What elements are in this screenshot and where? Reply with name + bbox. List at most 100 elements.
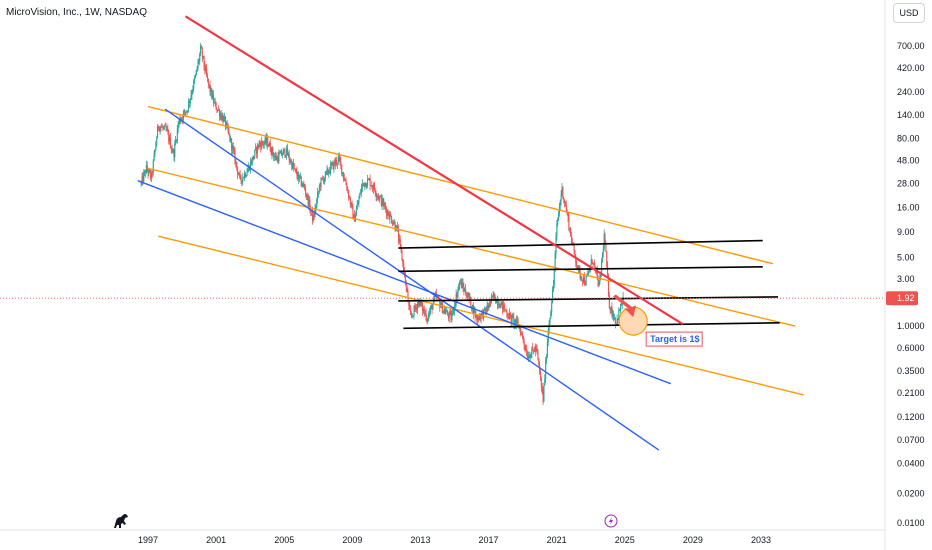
support-line[interactable] (398, 239, 763, 249)
price-axis[interactable]: 700.00 420.00 240.00 140.00 80.00 48.00 28.00 1… (897, 41, 925, 528)
blue-channel-line[interactable] (137, 180, 672, 385)
currency-button[interactable]: USD (893, 3, 925, 23)
candle-body (246, 172, 248, 176)
time-tick-label: 2017 (479, 535, 499, 545)
candle-body (426, 319, 428, 321)
candle-body (454, 304, 456, 307)
target-label-box (645, 331, 703, 347)
candle-body (329, 171, 331, 173)
candle-body (278, 153, 280, 162)
red-trend-line[interactable] (184, 15, 684, 325)
price-tick-label: 0.0700 (897, 435, 925, 445)
price-tick-label: 48.00 (897, 156, 920, 166)
time-tick-label: 2025 (615, 535, 635, 545)
candle-body (333, 161, 335, 170)
candle-body (475, 314, 477, 317)
candle-body (390, 213, 392, 217)
candle-body (521, 333, 523, 335)
candle-body (378, 196, 380, 200)
candle-body (589, 269, 591, 272)
candle-body (570, 228, 572, 236)
candle-body (571, 242, 573, 244)
candle-body (327, 168, 329, 174)
candle-body (382, 198, 384, 206)
target-annotation[interactable]: Target is 1$ (612, 294, 703, 347)
candle-body (237, 167, 239, 175)
candle-body (256, 144, 258, 154)
candle-body (151, 172, 153, 174)
candle-body (564, 203, 567, 206)
drawings-layer[interactable] (137, 15, 804, 451)
candle-body (219, 114, 221, 118)
candle-body (489, 301, 491, 307)
candle-body (525, 349, 527, 350)
candle-body (422, 303, 424, 312)
candle-body (462, 282, 464, 288)
support-line[interactable] (403, 322, 780, 330)
candle-body (491, 295, 493, 297)
candle-body (194, 77, 196, 81)
candle-body (559, 200, 561, 207)
candle-body (552, 284, 554, 291)
candle-body (303, 183, 305, 186)
candle-body (521, 333, 523, 336)
candle-body (228, 131, 230, 135)
candle-body (467, 293, 469, 297)
candle-body (391, 222, 394, 225)
candle-body (496, 299, 499, 306)
candle-body (174, 143, 176, 158)
candle-body (459, 280, 462, 283)
candle-body (399, 238, 401, 245)
candle-body (205, 68, 207, 71)
candle-body (188, 101, 190, 111)
candle-body (556, 223, 558, 237)
candle-body (368, 178, 370, 180)
price-tick-label: 5.00 (897, 252, 915, 262)
candle-body (154, 149, 156, 154)
candle-body (476, 314, 478, 320)
candle-body (490, 301, 492, 303)
candle-body (468, 293, 470, 299)
candle-body (340, 161, 342, 165)
orange-channel-line[interactable] (158, 235, 804, 396)
candle-body (262, 143, 264, 145)
candle-body (576, 265, 579, 269)
candle-body (524, 345, 526, 350)
last-price-badge-bg (886, 291, 918, 306)
candle-body (291, 161, 293, 169)
time-axis[interactable]: 1997 2001 2005 2009 2013 2017 2021 2025 2029 2033 (138, 535, 771, 545)
candle-body (191, 92, 193, 95)
candle-body (406, 286, 408, 292)
tradingview-logo[interactable] (114, 514, 128, 528)
blue-channel-line[interactable] (164, 108, 660, 451)
candle-body (176, 128, 178, 141)
candle-body (610, 306, 612, 311)
events-marker[interactable] (604, 514, 618, 528)
candle-body (534, 346, 536, 353)
candle-body (487, 305, 489, 308)
candle-body (430, 305, 432, 308)
orange-channel-line[interactable] (147, 105, 774, 265)
last-price-badge[interactable]: 1.92 (886, 291, 918, 306)
candle-body (268, 142, 271, 147)
candle-body (620, 303, 622, 306)
candle-body (319, 185, 321, 187)
candle-body (376, 195, 378, 197)
support-line[interactable] (398, 266, 763, 273)
candle-body (370, 185, 372, 187)
candle-body (583, 276, 585, 284)
candle-body (155, 144, 157, 150)
candle-body (142, 176, 144, 182)
candle-body (197, 61, 199, 69)
candle-body (527, 355, 530, 359)
support-line[interactable] (398, 296, 779, 302)
candle-body (461, 282, 463, 288)
time-tick-label: 1997 (138, 535, 158, 545)
candle-body (215, 102, 217, 110)
candle-body (305, 189, 307, 195)
candle-body (152, 160, 154, 173)
candle-body (419, 300, 421, 306)
candle-body (434, 296, 436, 298)
candle-body (553, 270, 555, 285)
